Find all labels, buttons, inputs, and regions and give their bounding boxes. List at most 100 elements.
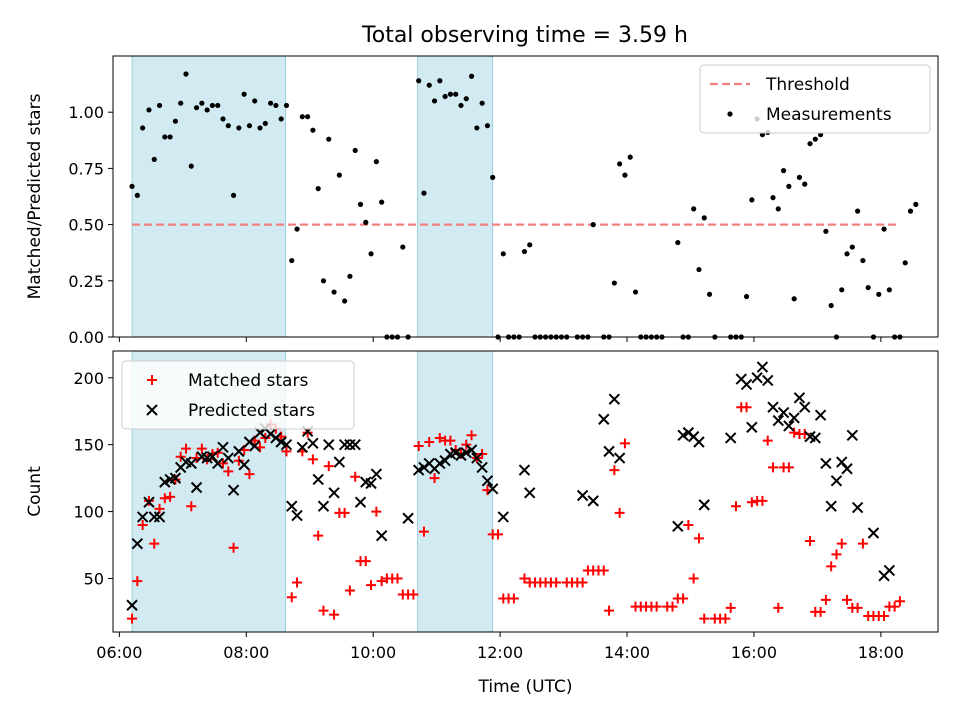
data-point <box>886 287 892 293</box>
data-point <box>153 511 166 523</box>
data-point <box>162 134 168 140</box>
data-point <box>416 78 422 84</box>
legend-box <box>121 360 355 430</box>
data-point <box>190 481 203 494</box>
data-point <box>889 601 900 612</box>
data-point <box>238 459 250 471</box>
data-point <box>487 483 499 495</box>
data-point <box>799 401 811 413</box>
data-point <box>408 589 419 600</box>
data-point <box>445 435 456 446</box>
data-point <box>331 289 337 295</box>
data-point <box>209 102 216 109</box>
data-point <box>442 93 448 100</box>
data-point <box>706 291 713 297</box>
y-tick-label: 150 <box>73 436 104 455</box>
data-point <box>167 134 173 140</box>
y-tick-label: 50 <box>84 569 104 588</box>
data-point <box>186 501 197 512</box>
y-axis-label: Matched/Predicted stars <box>25 93 45 299</box>
data-point <box>400 244 406 250</box>
data-point <box>807 141 813 147</box>
data-point <box>323 461 334 472</box>
data-point <box>783 420 795 432</box>
data-point <box>315 186 321 192</box>
legend-swatch <box>146 404 158 416</box>
data-point <box>193 105 200 111</box>
axes-frame <box>112 55 939 338</box>
data-point <box>725 602 736 613</box>
data-point <box>175 451 186 462</box>
data-point <box>326 136 332 142</box>
data-point <box>225 123 231 129</box>
data-point <box>228 542 239 553</box>
data-point <box>278 116 284 122</box>
data-point <box>338 438 351 451</box>
data-point <box>151 156 157 163</box>
data-point <box>360 556 371 567</box>
data-point <box>757 495 768 506</box>
data-point <box>587 495 599 507</box>
data-point <box>849 244 855 250</box>
data-point <box>217 441 229 454</box>
data-point <box>608 393 621 405</box>
data-point <box>246 123 253 129</box>
x-tick-label: 18:00 <box>858 643 904 662</box>
data-point <box>429 473 440 484</box>
data-point <box>137 519 148 530</box>
data-point <box>366 580 377 591</box>
data-point <box>418 526 429 537</box>
data-point <box>518 464 531 476</box>
data-point <box>527 242 533 248</box>
data-point <box>828 302 834 309</box>
data-point <box>678 593 689 604</box>
data-point <box>262 120 268 127</box>
data-point <box>318 605 329 616</box>
data-point <box>508 593 519 604</box>
data-point <box>481 475 494 487</box>
data-point <box>627 154 633 160</box>
data-point <box>357 201 364 207</box>
data-point <box>791 296 797 302</box>
data-point <box>463 96 469 102</box>
data-point <box>789 427 800 438</box>
data-point <box>576 489 589 502</box>
y-tick-label: 200 <box>73 369 104 388</box>
data-point <box>474 125 480 131</box>
data-point <box>471 452 483 464</box>
x-tick-label: 12:00 <box>477 643 523 662</box>
data-point <box>756 361 769 373</box>
data-point <box>768 462 778 473</box>
data-point <box>188 163 194 169</box>
data-point <box>767 401 779 413</box>
data-point <box>233 445 245 458</box>
data-point <box>126 599 138 611</box>
x-tick-label: 06:00 <box>96 643 142 662</box>
data-point <box>521 248 528 255</box>
data-point <box>699 613 710 624</box>
data-point <box>169 472 182 484</box>
data-point <box>172 118 179 124</box>
y-axis-label: Count <box>25 466 45 517</box>
data-point <box>317 500 330 512</box>
data-point <box>230 192 237 198</box>
data-point <box>476 461 488 474</box>
data-point <box>320 278 327 284</box>
data-point <box>773 602 784 613</box>
data-point <box>370 468 383 480</box>
data-point <box>851 501 864 514</box>
data-point <box>252 98 258 104</box>
data-point <box>363 219 369 225</box>
data-point <box>373 159 379 165</box>
x-axis-label: Time (UTC) <box>478 677 573 697</box>
data-point <box>814 409 827 421</box>
data-point <box>244 469 255 480</box>
data-point <box>281 446 292 457</box>
data-point <box>823 228 829 234</box>
data-point <box>132 576 143 587</box>
data-point <box>783 462 794 473</box>
data-point <box>447 91 454 97</box>
data-point <box>493 529 503 540</box>
data-point <box>775 206 781 212</box>
data-point <box>842 594 853 605</box>
